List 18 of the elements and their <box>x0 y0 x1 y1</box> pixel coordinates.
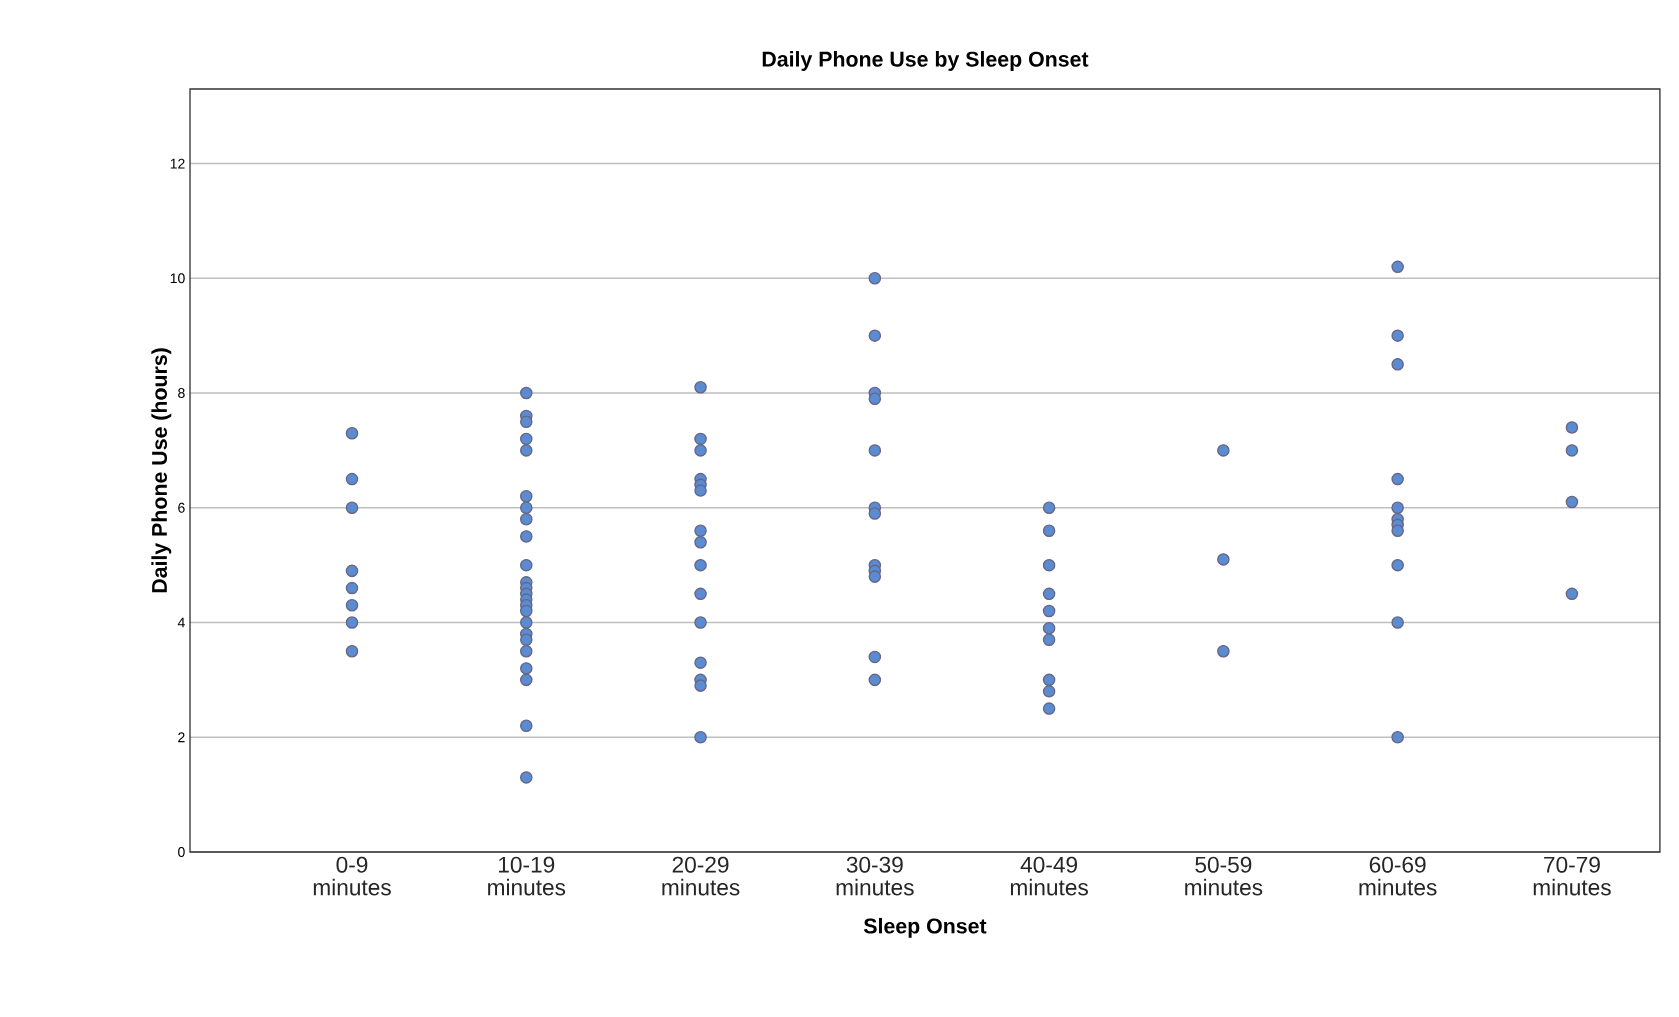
x-tick-label: 10-19 minutes <box>488 856 566 896</box>
y-tick-label: 2 <box>178 732 185 743</box>
x-tick-label: 60-69 minutes <box>1359 856 1437 896</box>
x-tick-label: 40-49 minutes <box>1010 856 1088 896</box>
x-tick-label: 30-39 minutes <box>836 856 914 896</box>
y-tick-label: 12 <box>170 158 185 169</box>
y-axis-title: Daily Phone Use (hours) <box>151 348 172 593</box>
y-tick-label: 0 <box>178 847 185 857</box>
x-tick-label: 50-59 minutes <box>1185 856 1263 896</box>
y-tick-label: 6 <box>178 502 185 513</box>
x-tick-label: 70-79 minutes <box>1533 856 1611 896</box>
x-axis-title: Sleep Onset <box>863 917 987 938</box>
y-tick-label: 8 <box>178 388 185 399</box>
x-tick-label: 20-29 minutes <box>662 856 740 896</box>
y-tick-label: 4 <box>177 617 185 628</box>
x-tick-label: 0-9 minutes <box>313 856 391 896</box>
chart-title: Daily Phone Use by Sleep Onset <box>762 51 1089 71</box>
y-tick-label: 10 <box>170 273 185 284</box>
